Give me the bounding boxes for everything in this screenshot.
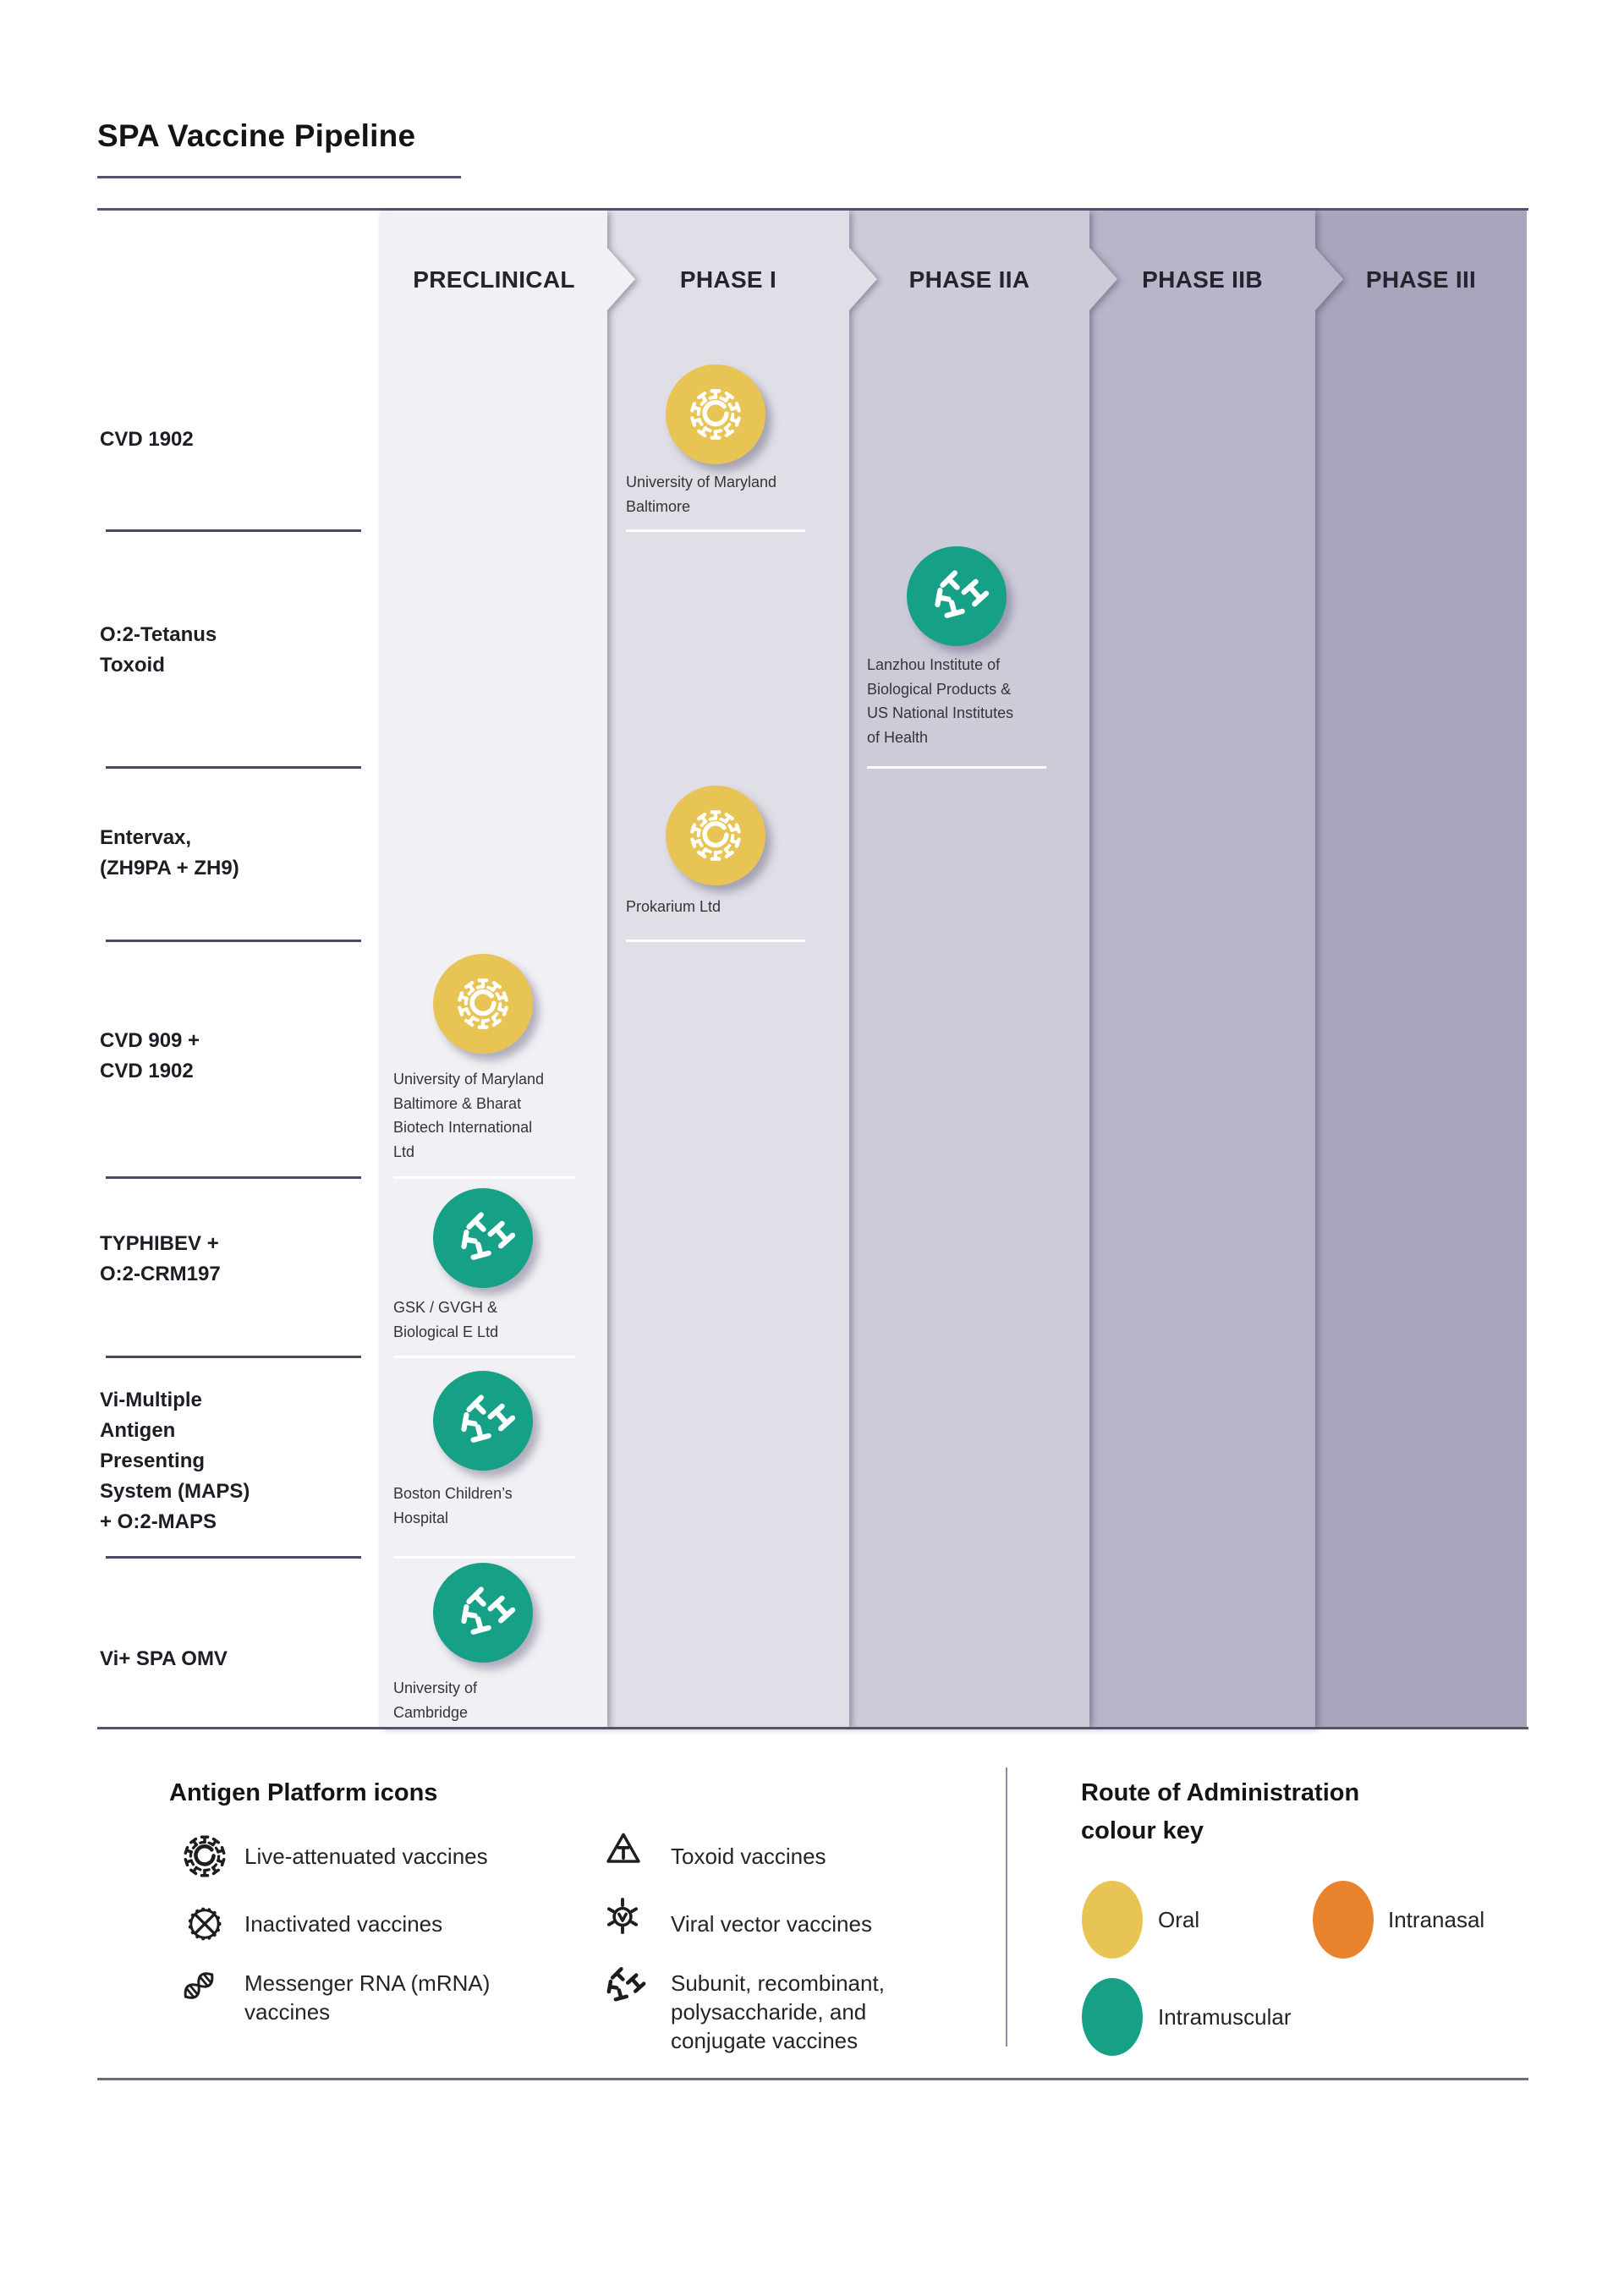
org-underline: [626, 529, 805, 532]
org-underline: [867, 766, 1046, 769]
live-attenuated-vaccine-icon: [683, 803, 749, 869]
legend-item-label: Messenger RNA (mRNA) vaccines: [244, 1970, 491, 2025]
subunit-vaccine-icon: [450, 1580, 516, 1646]
legend-item-label: Viral vector vaccines: [671, 1911, 872, 1937]
subunit-vaccine-icon: [450, 1205, 516, 1271]
phase-header-phase-iia: PHASE IIA: [908, 266, 1030, 293]
phase-header-phase-i: PHASE I: [679, 266, 777, 293]
row-label-o2-tetanus-toxoid: O:2-Tetanus Toxoid: [100, 623, 217, 677]
org-underline: [393, 1176, 575, 1179]
subunit-vaccine-icon: [924, 563, 990, 629]
phase-band-phase-iii: [1315, 211, 1527, 1727]
phase-header-phase-iii: PHASE III: [1365, 266, 1477, 293]
live-attenuated-vaccine-icon: [683, 381, 749, 447]
inactivated-vaccine-icon: [179, 1899, 230, 1949]
route-label-oral: Oral: [1158, 1907, 1200, 1932]
candidate-badge-o2-tetanus-toxoid: [907, 546, 1007, 646]
legend-item-label: Inactivated vaccines: [244, 1911, 443, 1937]
candidate-badge-cvd-1902: [666, 364, 765, 464]
toxoid-vaccine-icon: [597, 1824, 650, 1877]
legend-item-label: Toxoid vaccines: [671, 1844, 826, 1869]
route-dot-intranasal: [1313, 1881, 1374, 1959]
row-label-vi-spa-omv: Vi+ SPA OMV: [100, 1647, 228, 1670]
candidate-badge-typhibev: [433, 1188, 533, 1288]
route-key-heading: Route of Administration colour key: [1081, 1779, 1360, 1844]
phase-band-phase-i: [607, 211, 877, 1727]
live-attenuated-vaccine-icon: [450, 971, 516, 1037]
table-bottom-rule: [97, 1727, 1528, 1729]
org-label: Lanzhou Institute of Biological Products…: [867, 656, 1014, 746]
org-label: University of Maryland Baltimore & Bhara…: [393, 1071, 545, 1160]
org-underline: [626, 940, 805, 942]
legend-item-label: Live-attenuated vaccines: [244, 1844, 488, 1869]
row-label-cvd-909: CVD 909 + CVD 1902: [100, 1029, 200, 1082]
legend-heading: Antigen Platform icons: [169, 1779, 438, 1806]
row-label-cvd-1902: CVD 1902: [100, 428, 194, 451]
org-label: Boston Children’s Hospital: [393, 1485, 513, 1526]
route-dot-intramuscular: [1082, 1978, 1143, 2056]
legend-divider: [1006, 1767, 1007, 2047]
legend-item-label: Subunit, recombinant, polysaccharide, an…: [671, 1970, 885, 2053]
row-divider: [106, 766, 361, 769]
org-label: Prokarium Ltd: [626, 898, 721, 915]
table-top-rule: [97, 208, 1528, 211]
subunit-vaccine-icon: [450, 1388, 516, 1454]
candidate-badge-entervax: [666, 786, 765, 885]
live-attenuated-vaccine-icon: [178, 1829, 232, 1883]
org-underline: [393, 1356, 575, 1358]
phase-header-phase-iib: PHASE IIB: [1142, 266, 1263, 293]
row-divider: [106, 1556, 361, 1559]
route-dot-oral: [1082, 1881, 1143, 1959]
row-divider: [106, 529, 361, 532]
route-label-intranasal: Intranasal: [1388, 1907, 1485, 1932]
org-label: University of Cambridge: [393, 1680, 478, 1721]
phase-band-phase-iib: [1089, 211, 1343, 1727]
org-label: University of Maryland Baltimore: [626, 474, 777, 515]
phase-header-preclinical: PRECLINICAL: [413, 266, 575, 293]
row-label-vi-maps: Vi-Multiple Antigen Presenting System (M…: [100, 1389, 250, 1533]
row-label-entervax: Entervax, (ZH9PA + ZH9): [100, 826, 239, 879]
title-underline: [97, 176, 461, 178]
route-label-intramuscular: Intramuscular: [1158, 2004, 1292, 2030]
row-divider: [106, 940, 361, 942]
candidate-badge-vi-spa-omv: [433, 1563, 533, 1663]
candidate-badge-vi-maps: [433, 1371, 533, 1471]
row-label-typhibev: TYPHIBEV + O:2-CRM197: [100, 1232, 221, 1285]
row-divider: [106, 1176, 361, 1179]
phase-band-phase-iia: [849, 211, 1117, 1727]
page-title: SPA Vaccine Pipeline: [97, 118, 416, 153]
mrna-vaccine-icon: [173, 1960, 224, 2011]
viral-vector-vaccine-icon: [595, 1888, 650, 1942]
org-label: GSK / GVGH & Biological E Ltd: [393, 1299, 499, 1340]
subunit-vaccine-icon: [599, 1962, 646, 2009]
org-underline: [393, 1556, 575, 1559]
row-divider: [106, 1356, 361, 1358]
page-bottom-rule: [97, 2078, 1528, 2080]
candidate-badge-cvd-909: [433, 954, 533, 1054]
